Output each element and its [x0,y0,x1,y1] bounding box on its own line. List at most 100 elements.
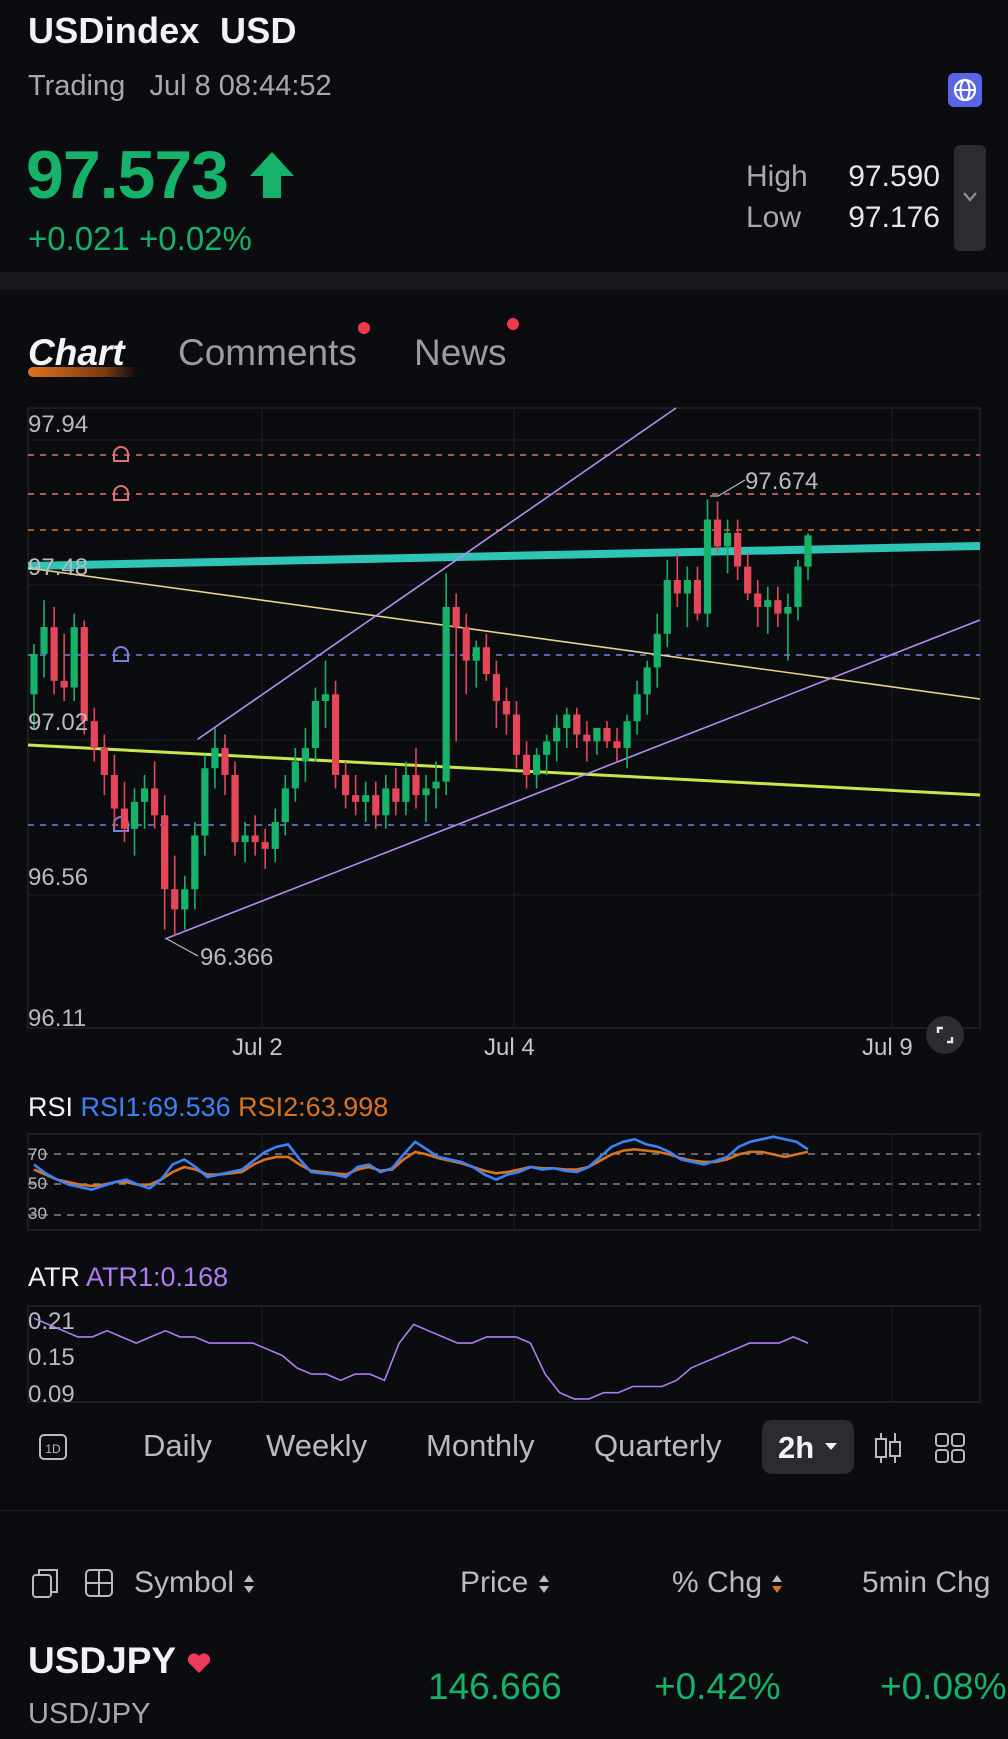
period-daily[interactable]: Daily [143,1428,212,1463]
trend-line [27,567,981,700]
candle-body [673,580,681,594]
atr-level: 0.21 [28,1308,75,1335]
fullscreen-icon[interactable] [926,1016,964,1054]
period-selector[interactable]: 2h [762,1420,854,1474]
row-price: 146.666 [428,1666,562,1707]
candle [683,566,691,628]
tab-active-indicator [28,367,138,377]
candle-body [522,754,531,775]
price-chart[interactable]: 97.94 97.48 97.02 96.56 96.11 97.674 96.… [0,400,1008,1040]
change-pct: +0.02% [139,220,252,257]
candle-body [643,667,651,695]
candle [321,660,330,728]
rsi-title: RSI RSI1:69.536 RSI2:63.998 [28,1092,388,1123]
panel-frame [27,1133,981,1231]
candle [50,606,58,695]
candle-body [120,808,129,829]
change-abs: +0.021 [28,220,130,257]
table-icon[interactable] [84,1568,114,1603]
candle [442,573,450,796]
candle [522,741,531,789]
candle [130,788,139,856]
candle-body [211,748,219,769]
caret-down-icon [825,1443,837,1450]
candle-body [482,647,490,675]
candle-style-icon[interactable] [873,1430,903,1471]
candle [110,754,119,829]
candle-body [181,889,189,910]
candle [693,566,702,621]
candle-body [382,788,390,816]
header-price-label: Price [460,1566,529,1599]
candle [372,781,380,829]
y-tick: 97.94 [28,411,88,438]
tab-chart[interactable]: Chart [28,332,125,373]
atr-title: ATR ATR1:0.168 [28,1262,228,1293]
rsi-level: 30 [28,1204,47,1223]
header-price[interactable]: Price [460,1566,551,1600]
candle [703,499,712,628]
candle-body [60,680,68,688]
candle-body [653,633,661,668]
grid-icon[interactable] [934,1432,966,1469]
header-5min-chg[interactable]: 5min Chg [862,1566,991,1599]
candle-body [492,674,500,702]
candle [412,748,420,809]
candle [342,761,350,809]
candle-body [40,627,48,654]
candle-body [633,694,641,722]
candle [432,761,440,809]
candle [422,774,430,822]
candle [30,643,38,728]
candle [673,553,681,607]
expand-button[interactable] [954,145,986,251]
high-value: 97.590 [848,160,940,193]
candle-body [402,774,410,802]
period-selected: 2h [778,1430,815,1465]
period-quarterly[interactable]: Quarterly [594,1428,722,1463]
y-tick: 96.11 [28,1005,86,1032]
rsi1-value: RSI1:69.536 [80,1092,231,1122]
header-symbol[interactable]: Symbol [134,1566,256,1600]
candle-body [512,714,521,755]
candle [553,714,561,762]
panel-frame [27,1305,981,1403]
candle [271,808,279,863]
row-subtitle: USD/JPY [28,1698,151,1730]
candle-body [683,580,691,594]
news-badge [507,318,519,330]
candle-body [171,889,179,910]
candle-body [502,701,511,715]
sort-icon [538,1575,549,1594]
candle [392,768,400,816]
candle-body [130,801,139,829]
candle-body [573,714,581,735]
y-tick: 97.02 [28,709,88,736]
candle-body [321,694,330,702]
trend-line [27,743,981,797]
y-axis-labels: 97.94 97.48 97.02 96.56 96.11 [28,411,88,1032]
header-chg[interactable]: % Chg [672,1566,784,1600]
candle [80,620,88,735]
status-text: Trading [28,70,126,102]
candle-body [412,774,420,796]
tab-news[interactable]: News [414,332,507,373]
status-timestamp: Jul 8 08:44:52 [149,70,332,102]
candle [70,613,78,702]
candle-body [291,761,299,789]
period-weekly[interactable]: Weekly [266,1428,368,1463]
period-monthly[interactable]: Monthly [426,1428,535,1463]
tab-comments[interactable]: Comments [178,332,357,373]
candle [472,640,480,688]
min-annotation: 96.366 [200,944,273,971]
globe-icon[interactable] [948,73,982,107]
chart-grid [27,407,981,1029]
candle [603,721,611,749]
copy-icon[interactable] [30,1566,60,1605]
candle-body [331,694,340,775]
candle-body [713,519,722,547]
day-icon[interactable]: 1D [38,1432,68,1462]
rsi2-line [33,1148,809,1188]
rsi-level: 70 [28,1145,47,1164]
section-divider [0,1510,1008,1511]
